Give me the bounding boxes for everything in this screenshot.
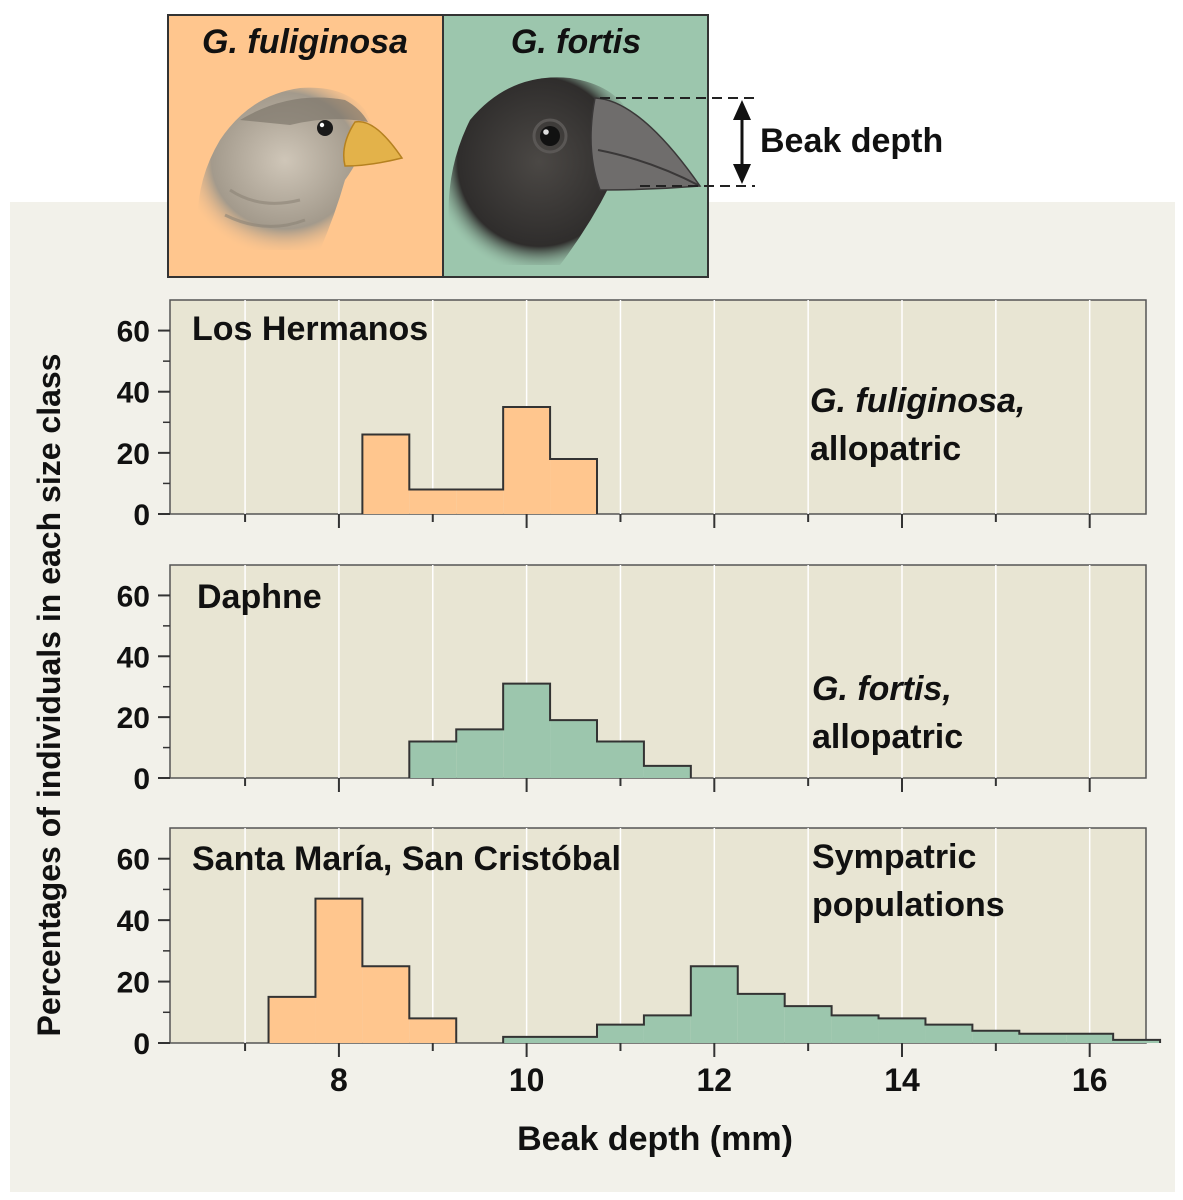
panel-title: Los Hermanos: [192, 310, 428, 348]
bar-fortis: [1066, 1033, 1114, 1043]
beak-depth-indicator: Beak depth: [600, 97, 943, 187]
bar-fuliginosa: [362, 434, 410, 514]
bar-fortis: [456, 729, 504, 778]
y-tick-label: 0: [133, 1028, 150, 1061]
bar-fortis: [1113, 1039, 1161, 1043]
beak-depth-label: Beak depth: [760, 122, 943, 160]
plot-area: [169, 564, 1147, 779]
panel-annotation: allopatric: [810, 430, 961, 468]
bar-fortis: [784, 1006, 832, 1043]
bar-outline-fuliginosa: [267, 897, 458, 1043]
bar-fortis: [831, 1015, 879, 1043]
bar-fuliginosa: [550, 458, 597, 514]
panel-annotation: G. fuliginosa,: [810, 382, 1025, 420]
panel-title: Daphne: [197, 578, 322, 616]
panel-annotation: allopatric: [812, 718, 963, 756]
bar-fortis: [409, 741, 457, 778]
y-tick-label: 20: [117, 702, 150, 735]
panel-annotation: Sympatric: [812, 838, 976, 876]
y-tick-label: 0: [133, 763, 150, 796]
bar-fuliginosa: [315, 898, 363, 1043]
bar-fortis: [597, 1024, 644, 1043]
bar-fortis: [1019, 1033, 1067, 1043]
bar-outline-fortis: [408, 682, 692, 778]
bar-fortis: [643, 1015, 691, 1043]
y-tick-label: 0: [133, 499, 150, 532]
species-label-fuliginosa: G. fuliginosa: [202, 23, 408, 61]
y-tick-label: 60: [117, 844, 150, 877]
bar-fuliginosa: [409, 1018, 457, 1043]
y-tick-label: 40: [117, 905, 150, 938]
bar-fortis: [972, 1030, 1020, 1043]
bar-fortis: [690, 966, 738, 1043]
x-tick-label: 14: [884, 1062, 920, 1098]
y-tick-label: 60: [117, 580, 150, 613]
bar-fortis: [643, 765, 691, 778]
bar-outline-fuliginosa: [361, 406, 598, 514]
x-tick-label: 12: [697, 1062, 733, 1098]
x-tick-label: 8: [330, 1062, 348, 1098]
arrow-up-icon: [733, 100, 751, 120]
bar-fortis: [550, 720, 597, 778]
bar-fuliginosa: [409, 489, 457, 514]
bar-fortis: [878, 1018, 926, 1043]
panel-annotation: G. fortis,: [812, 670, 952, 708]
bar-fortis: [503, 1036, 551, 1043]
histogram-panel-1: 0 20 40 60 Los Hermanos G. fuliginosa, allopat…: [117, 299, 1147, 532]
fortis-finch-illustration: [448, 77, 702, 265]
histogram-panel-3: 0 20 40 60 Santa María, San Cristóbal Sympatr…: [117, 827, 1162, 1061]
bar-fortis: [503, 683, 551, 778]
species-header: G. fuliginosa G. fortis Beak depth: [167, 14, 943, 278]
bar-fortis: [550, 1036, 597, 1043]
histogram-panels: 0 20 40 60 Los Hermanos G. fuliginosa, allopat…: [117, 299, 1162, 1098]
x-tick-label: 16: [1072, 1062, 1108, 1098]
y-tick-label: 60: [117, 316, 150, 349]
bar-fortis: [737, 993, 785, 1043]
y-tick-label: 20: [117, 438, 150, 471]
bar-outline-fortis: [502, 965, 1162, 1043]
panel-title: Santa María, San Cristóbal: [192, 840, 621, 878]
y-tick-label: 40: [117, 377, 150, 410]
y-tick-label: 40: [117, 641, 150, 674]
arrow-down-icon: [733, 164, 751, 184]
bar-fuliginosa: [362, 966, 410, 1043]
bar-fortis: [925, 1024, 973, 1043]
x-tick-label: 10: [509, 1062, 545, 1098]
plot-area: [169, 299, 1147, 515]
panel-annotation: populations: [812, 886, 1005, 924]
bar-fuliginosa: [268, 996, 316, 1043]
fuliginosa-finch-illustration: [197, 87, 404, 250]
histogram-panel-2: 0 20 40 60 Daphne G. fortis, allopatric: [117, 564, 1147, 796]
bar-fuliginosa: [503, 407, 551, 514]
x-axis-label: Beak depth (mm): [517, 1120, 793, 1158]
species-label-fortis: G. fortis: [511, 23, 641, 61]
bar-fuliginosa: [456, 489, 504, 514]
y-tick-label: 20: [117, 967, 150, 1000]
y-axis-label: Percentages of individuals in each size …: [31, 354, 67, 1037]
bar-fortis: [597, 741, 644, 778]
